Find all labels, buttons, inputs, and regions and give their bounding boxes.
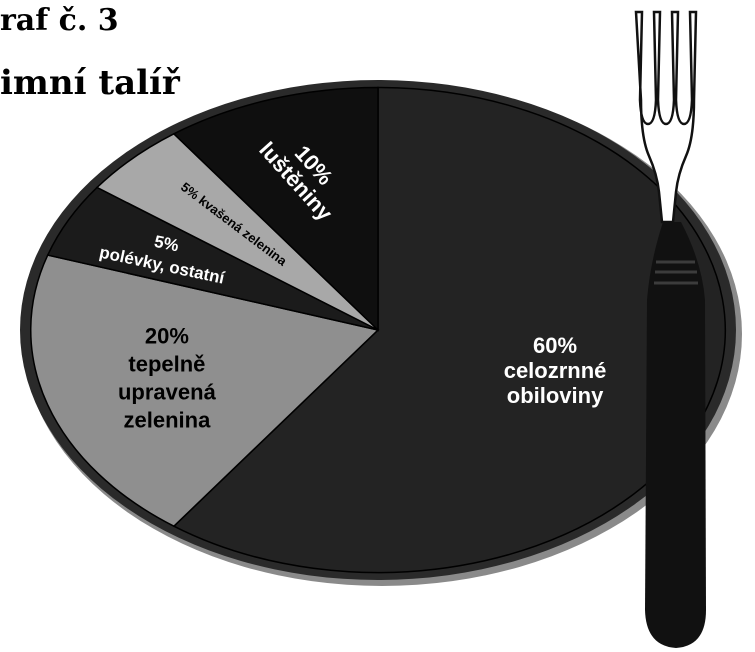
slice-label-vegetables: 20% tepelně upravená zelenina [118,324,217,433]
slice-category: tepelně [128,352,205,377]
slice-label-grains: 60% celozrnné obiloviny [504,333,607,408]
pie-slice-vegetables [30,254,380,528]
slice-percent: 60% [533,333,577,358]
slice-category: upravená [118,380,217,405]
slice-category: celozrnné [504,358,607,383]
figure-caption: raf č. 3 [0,3,119,38]
pie-slice-grains [172,86,726,574]
pie-slices [30,86,726,574]
slice-category: zelenina [123,408,211,433]
slice-percent: 20% [145,324,189,349]
slice-category: obiloviny [507,383,604,408]
figure-title: imní talíř [0,63,180,103]
slice-percent: 5% [152,232,180,256]
fork-icon [634,10,706,648]
pie-slice-legumes [172,86,379,332]
